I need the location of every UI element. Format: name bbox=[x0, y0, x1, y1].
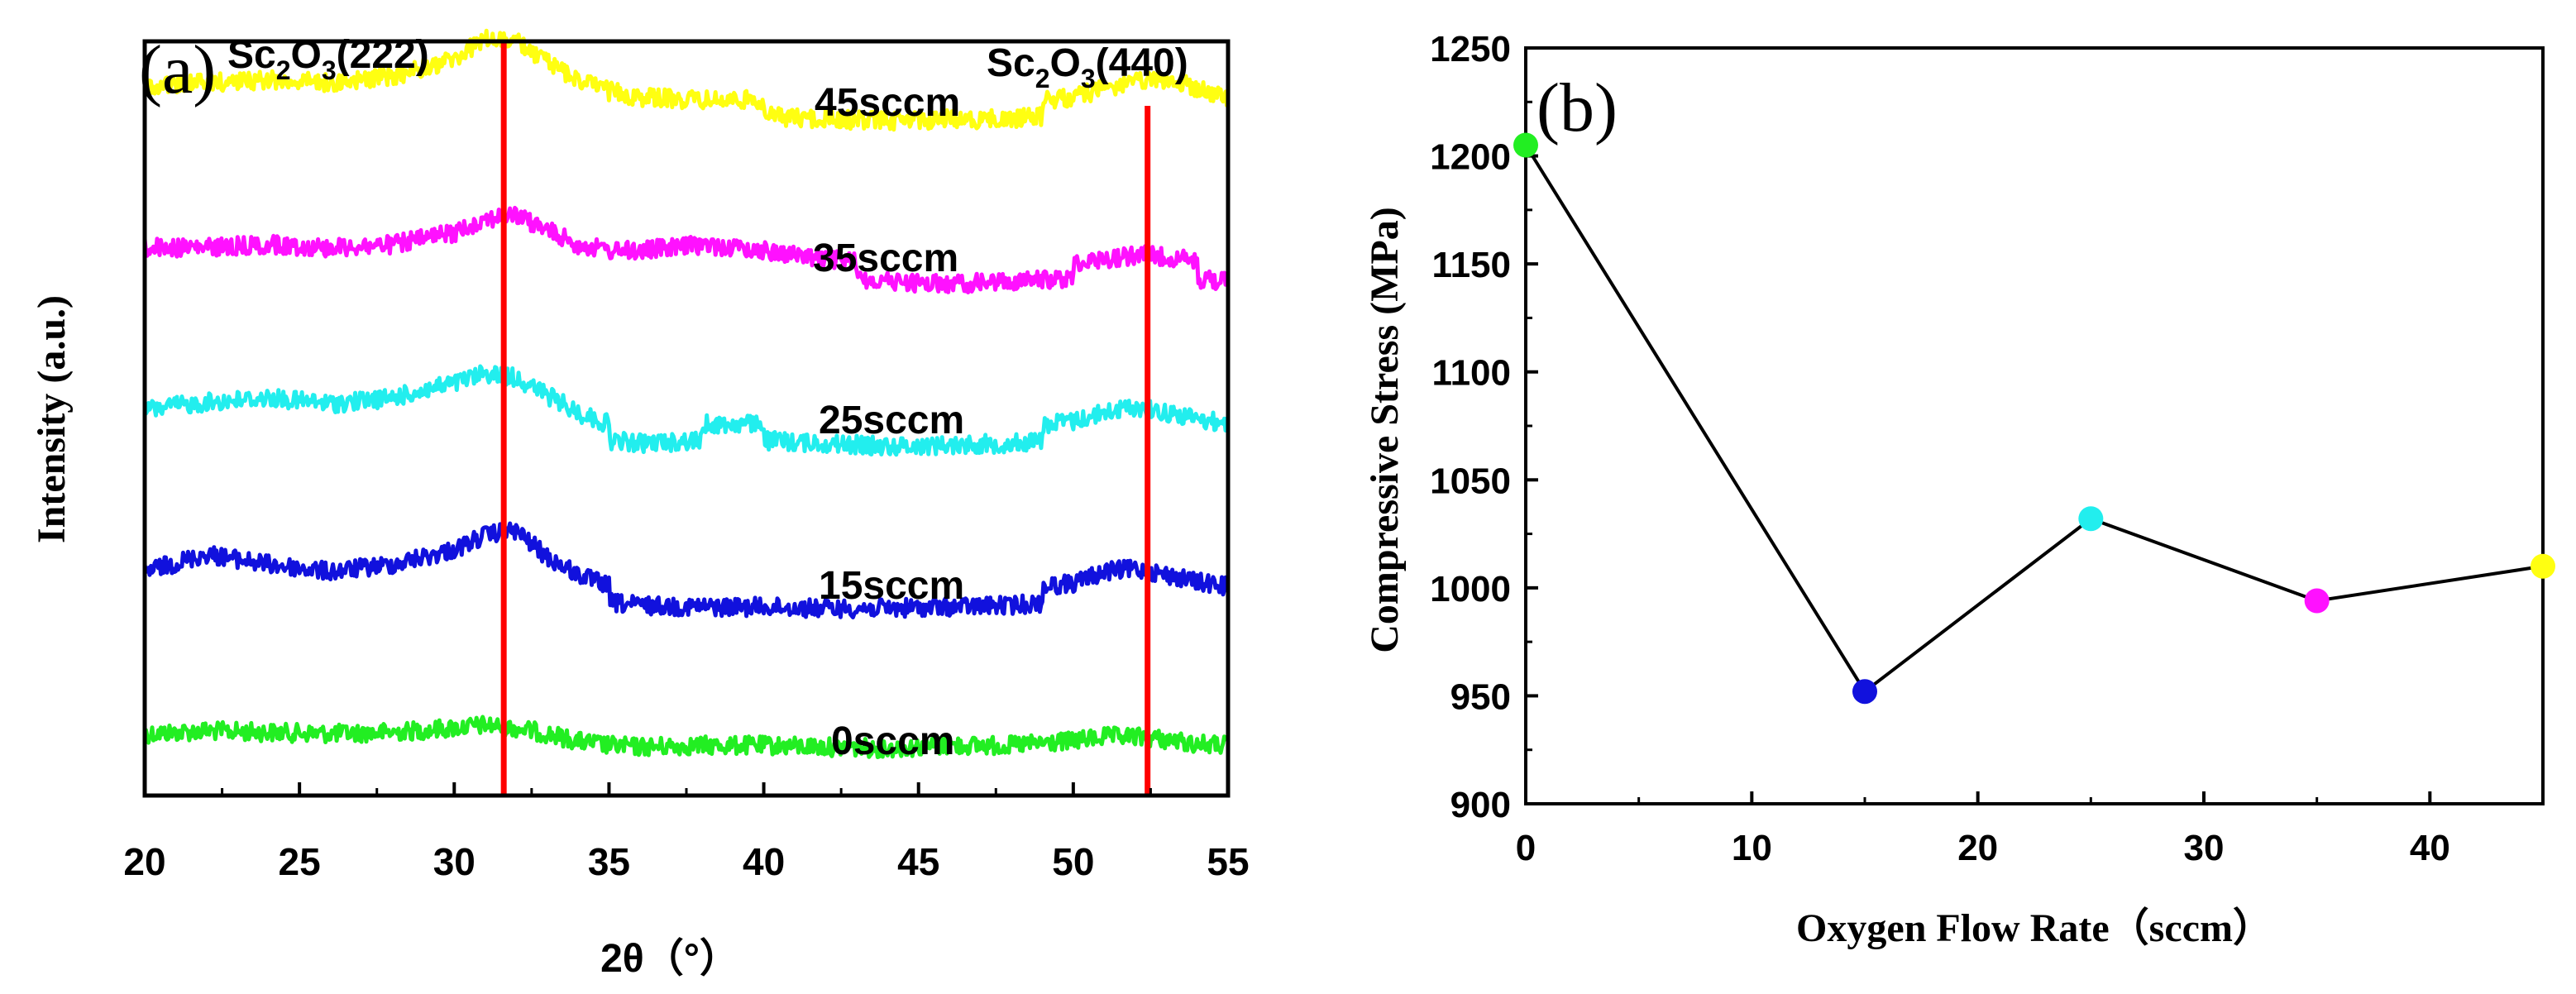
panel-a-x-axis-label: 2θ（°） bbox=[600, 937, 739, 981]
stress-line bbox=[1524, 144, 2544, 695]
stress-point-35sccm bbox=[2304, 588, 2330, 614]
x-tick-label: 35 bbox=[588, 840, 630, 883]
y-tick-label: 1200 bbox=[1430, 137, 1511, 178]
x-tick-label: 50 bbox=[1052, 840, 1094, 883]
y-tick-label: 1100 bbox=[1432, 353, 1511, 394]
y-tick-label: 950 bbox=[1450, 676, 1511, 717]
annotation-sc2o3-440: Sc2O3(440) bbox=[987, 41, 1188, 93]
x-tick-label: 45 bbox=[897, 840, 939, 883]
x-tick-label: 40 bbox=[2410, 828, 2450, 868]
stress-points bbox=[1513, 132, 2555, 705]
panel-b-x-axis-label: Oxygen Flow Rate（sccm） bbox=[1796, 906, 2273, 950]
x-tick-label: 0 bbox=[1516, 828, 1536, 868]
x-tick-label: 20 bbox=[123, 840, 165, 883]
y-tick-label: 1150 bbox=[1432, 245, 1511, 285]
panel-b-ticks: 900 950 1000 1050 1100 1150 1200 1250 0 10 20 30 40 bbox=[1430, 29, 2545, 868]
panel-a: 20 25 30 35 40 45 50 55 (a) Sc2O3(222) Sc2O3(44… bbox=[30, 28, 1250, 981]
x-tick-label: 30 bbox=[2184, 828, 2225, 868]
xrd-traces bbox=[142, 28, 1231, 759]
panel-a-x-ticks: 20 25 30 35 40 45 50 55 bbox=[123, 782, 1250, 883]
x-tick-label: 40 bbox=[743, 840, 785, 883]
annotation-sc2o3-222: Sc2O3(222) bbox=[227, 33, 429, 85]
series-label-35sccm: 35sccm bbox=[813, 237, 958, 280]
panel-b-label: (b) bbox=[1537, 69, 1618, 146]
series-label-25sccm: 25sccm bbox=[819, 399, 964, 442]
y-tick-label: 1000 bbox=[1430, 569, 1511, 609]
y-tick-label: 900 bbox=[1450, 785, 1511, 825]
panel-a-y-axis-label: Intensity (a.u.) bbox=[30, 295, 74, 543]
x-tick-label: 20 bbox=[1957, 828, 1998, 868]
stress-point-45sccm bbox=[2531, 553, 2555, 579]
x-tick-label: 25 bbox=[279, 840, 321, 883]
trace-15sccm bbox=[142, 521, 1231, 619]
x-tick-label: 30 bbox=[433, 840, 476, 883]
panel-b-frame bbox=[1524, 46, 2545, 805]
trace-25sccm bbox=[142, 364, 1231, 457]
trace-35sccm bbox=[142, 205, 1230, 294]
x-tick-label: 10 bbox=[1732, 828, 1772, 868]
panel-b-y-axis-label: Compressive Stress (MPa) bbox=[1363, 207, 1407, 652]
x-tick-label: 55 bbox=[1207, 840, 1249, 883]
series-label-45sccm: 45sccm bbox=[815, 81, 960, 125]
stress-point-0sccm bbox=[1513, 132, 1538, 158]
trace-45sccm bbox=[142, 28, 1231, 132]
y-tick-label: 1250 bbox=[1430, 29, 1511, 69]
y-tick-label: 1050 bbox=[1430, 461, 1511, 501]
trace-0sccm bbox=[142, 714, 1229, 759]
stress-point-15sccm bbox=[1852, 679, 1877, 705]
series-label-0sccm: 0sccm bbox=[831, 719, 954, 763]
series-label-15sccm: 15sccm bbox=[819, 564, 964, 608]
stress-point-25sccm bbox=[2078, 506, 2104, 532]
reference-lines bbox=[500, 43, 1151, 796]
panel-a-label: (a) bbox=[139, 31, 216, 108]
